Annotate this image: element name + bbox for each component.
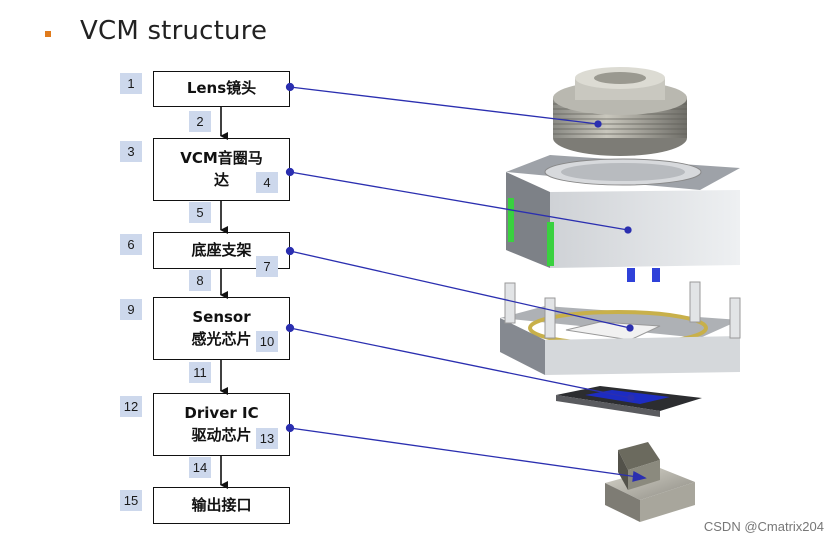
connector-holder-end: [626, 324, 634, 332]
badge-2: 2: [189, 111, 211, 132]
badge-4: 4: [256, 172, 278, 193]
connector-vcm-end: [624, 226, 632, 234]
sensor-illustration: [556, 386, 702, 417]
box-driver-label-2: 驱动芯片: [191, 425, 252, 444]
box-vcm-label-1: VCM音圈马: [180, 148, 263, 167]
box-output-label: 输出接口: [191, 495, 252, 514]
connector-lens-dot: [285, 82, 295, 92]
vcm-illustration: [506, 155, 740, 282]
box-output: 输出接口: [153, 487, 290, 524]
driver-ic-illustration: [605, 442, 695, 522]
connector-driver-arrow: [632, 470, 647, 482]
badge-10: 10: [256, 331, 278, 352]
connector-vcm: [289, 171, 629, 231]
badge-15: 15: [120, 490, 142, 511]
badge-14: 14: [189, 457, 211, 478]
title-bullet: [45, 31, 51, 37]
box-lens-label: Lens镜头: [186, 79, 257, 98]
connector-vcm-dot: [285, 167, 295, 177]
connector-sensor-end: [627, 394, 635, 402]
watermark-footer: CSDN @Cmatrix204: [703, 519, 824, 534]
badge-12: 12: [120, 396, 142, 417]
badge-13: 13: [256, 428, 278, 449]
badge-6: 6: [120, 234, 142, 255]
holder-illustration: [500, 281, 741, 375]
connector-driver: [289, 427, 646, 479]
badge-7: 7: [256, 256, 278, 277]
badge-3: 3: [120, 141, 142, 162]
box-sensor-label-2: 感光芯片: [191, 329, 252, 348]
connector-driver-dot: [285, 423, 295, 433]
box-holder-label: 底座支架: [191, 240, 252, 259]
connector-sensor-dot: [285, 323, 295, 333]
badge-5: 5: [189, 202, 211, 223]
box-sensor-label-1: Sensor: [192, 307, 251, 326]
connector-lens-end: [594, 120, 602, 128]
connector-lines: [285, 82, 647, 482]
badge-8: 8: [189, 270, 211, 291]
connector-sensor: [289, 327, 632, 399]
badge-9: 9: [120, 299, 142, 320]
box-lens: Lens镜头: [153, 71, 290, 107]
connector-holder-dot: [285, 246, 295, 256]
connector-lens: [289, 86, 599, 125]
badge-11: 11: [189, 362, 211, 383]
connector-holder: [289, 250, 631, 329]
box-vcm-label-2: 达: [213, 170, 229, 189]
box-driver-label-1: Driver IC: [184, 403, 259, 422]
lens-illustration: [553, 67, 687, 156]
slide-title: VCM structure: [80, 16, 268, 46]
badge-1: 1: [120, 73, 142, 94]
